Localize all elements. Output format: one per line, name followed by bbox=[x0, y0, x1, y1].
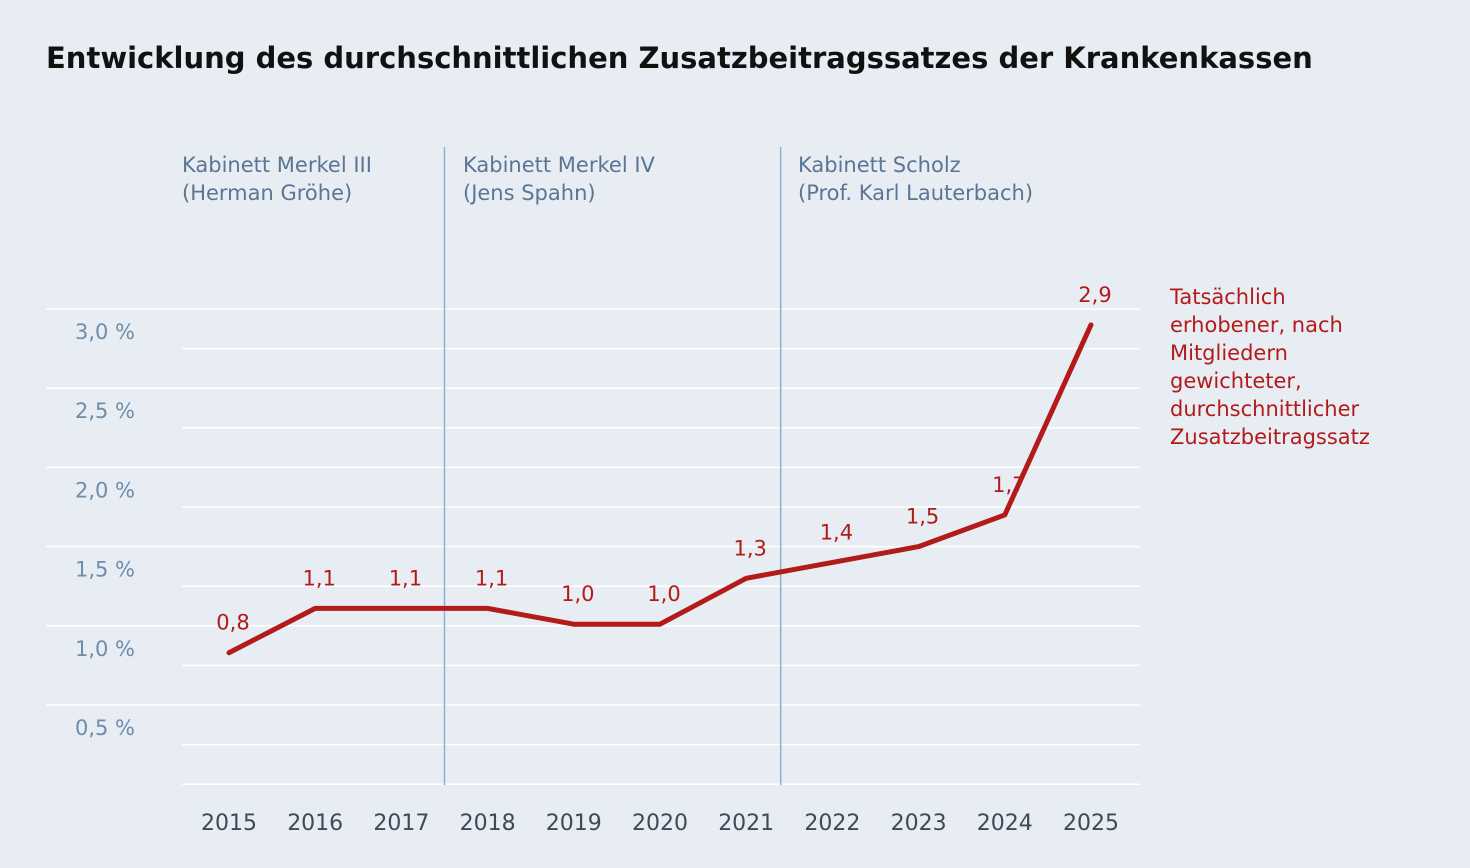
x-tick-label: 2021 bbox=[718, 811, 774, 836]
data-label: 1,4 bbox=[820, 520, 853, 544]
y-tick-label: 2,0 % bbox=[75, 478, 135, 502]
data-label: 1,0 bbox=[561, 582, 594, 606]
legend: Tatsächlich erhobener, nach Mitgliedern gew… bbox=[1169, 285, 1370, 449]
legend-text: Tatsächlich erhobener, nach Mitgliedern gew… bbox=[1169, 285, 1370, 449]
x-tick-label: 2019 bbox=[546, 811, 602, 836]
chart-title: Entwicklung des durchschnittlichen Zusat… bbox=[46, 41, 1313, 75]
data-label: 1,0 bbox=[647, 582, 680, 606]
data-label: 1,1 bbox=[475, 566, 508, 590]
grid bbox=[46, 308, 1140, 785]
y-tick-label: 3,0 % bbox=[75, 320, 135, 344]
cabinet-annotations: Kabinett Merkel III (Herman Gröhe) Kabinet… bbox=[182, 153, 1033, 205]
data-label: 1,7 bbox=[992, 473, 1025, 497]
data-label: 2,9 bbox=[1078, 283, 1111, 307]
x-tick-label: 2017 bbox=[373, 811, 429, 836]
x-tick-label: 2015 bbox=[201, 811, 257, 836]
cabinet-label-3: Kabinett Scholz (Prof. Karl Lauterbach) bbox=[798, 153, 1033, 205]
data-label: 1,3 bbox=[733, 536, 766, 560]
series-line bbox=[226, 322, 1094, 656]
data-label: 0,8 bbox=[216, 611, 249, 635]
cabinet-label-2: Kabinett Merkel IV (Jens Spahn) bbox=[463, 153, 656, 205]
x-tick-label: 2020 bbox=[632, 811, 688, 836]
period-dividers bbox=[443, 147, 782, 785]
x-tick-label: 2018 bbox=[460, 811, 516, 836]
y-tick-label: 1,5 % bbox=[75, 558, 135, 582]
cabinet-label-1: Kabinett Merkel III (Herman Gröhe) bbox=[182, 153, 372, 205]
data-label: 1,1 bbox=[302, 566, 335, 590]
data-label: 1,1 bbox=[389, 566, 422, 590]
y-tick-label: 2,5 % bbox=[75, 399, 135, 423]
y-tick-label: 0,5 % bbox=[75, 716, 135, 740]
x-tick-label: 2025 bbox=[1063, 811, 1119, 836]
y-tick-label: 1,0 % bbox=[75, 637, 135, 661]
data-label: 1,5 bbox=[906, 505, 939, 529]
x-tick-label: 2016 bbox=[287, 811, 343, 836]
x-tick-label: 2022 bbox=[804, 811, 860, 836]
series: 0,8 1,1 1,1 1,1 1,0 1,0 1,3 1,4 1,5 1,7 2,9 bbox=[216, 283, 1112, 656]
x-tick-label: 2024 bbox=[977, 811, 1033, 836]
y-axis-ticks: 0,5 % 1,0 % 1,5 % 2,0 % 2,5 % 3,0 % bbox=[75, 320, 135, 740]
x-axis-ticks: 2015 2016 2017 2018 2019 2020 2021 2022 2023 2024… bbox=[201, 811, 1119, 836]
x-tick-label: 2023 bbox=[891, 811, 947, 836]
